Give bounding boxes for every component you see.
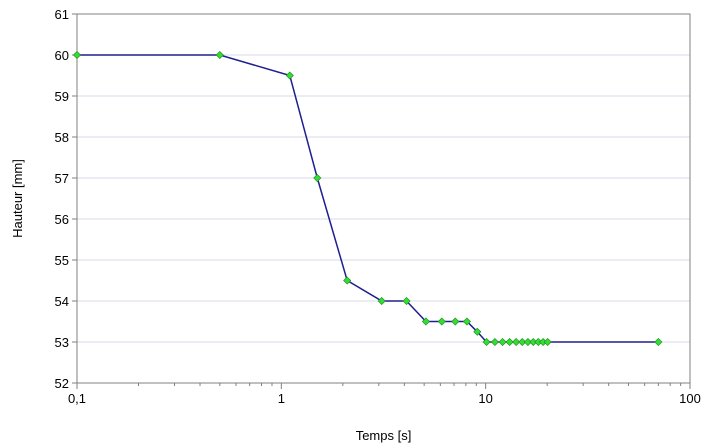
data-point: [482, 337, 491, 347]
y-tick-label: 60: [55, 48, 69, 63]
x-axis-title: Temps [s]: [356, 428, 412, 443]
y-axis-ticks: 52 53 54 55 56 57 58 59 60 61: [55, 7, 77, 391]
y-tick-label: 58: [55, 130, 69, 145]
data-point: [215, 50, 224, 60]
x-tick-label: 10: [478, 391, 492, 406]
data-point: [313, 173, 322, 183]
y-tick-label: 55: [55, 253, 69, 268]
y-tick-label: 59: [55, 89, 69, 104]
x-axis-ticks: 0,1 1 10 100: [68, 383, 701, 406]
data-point: [285, 71, 294, 80]
series-group: [72, 50, 663, 347]
data-point: [343, 276, 352, 285]
x-tick-label: 0,1: [68, 391, 86, 406]
data-point: [505, 337, 514, 347]
x-tick-label: 1: [278, 391, 285, 406]
data-point: [523, 337, 532, 347]
data-point: [72, 50, 82, 60]
series-line: [77, 54, 659, 343]
data-point: [543, 337, 552, 347]
data-point: [402, 296, 411, 306]
data-point: [462, 317, 471, 326]
plot-area-border: [76, 13, 691, 384]
data-point: [451, 317, 460, 326]
y-tick-label: 56: [55, 212, 69, 227]
data-point: [518, 337, 527, 347]
y-tick-label: 54: [55, 294, 69, 309]
data-point: [377, 296, 386, 306]
data-point: [512, 337, 521, 347]
data-point: [490, 337, 499, 347]
data-point: [421, 317, 430, 326]
data-point: [498, 337, 507, 347]
y-tick-label: 53: [55, 335, 69, 350]
y-axis-title: Hauteur [mm]: [10, 159, 25, 238]
x-tick-label: 100: [679, 391, 701, 406]
y-tick-label: 61: [55, 7, 69, 22]
y-tick-label: 57: [55, 171, 69, 186]
data-point: [437, 317, 446, 326]
data-point: [654, 337, 663, 347]
y-tick-label: 52: [55, 376, 69, 391]
data-point: [473, 327, 482, 336]
grid-lines: [77, 54, 690, 343]
